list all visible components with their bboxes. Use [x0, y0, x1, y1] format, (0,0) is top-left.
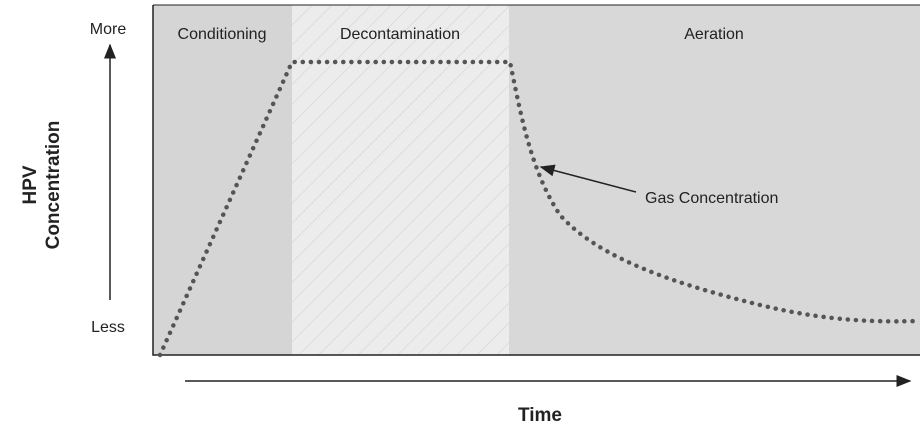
phase-aeration-bg: [509, 5, 920, 355]
y-top-label: More: [90, 21, 127, 38]
phase-label: Aeration: [684, 26, 744, 43]
phase-label: Conditioning: [178, 26, 267, 43]
x-axis-label: Time: [518, 405, 562, 426]
y-label-line: Concentration: [43, 121, 64, 250]
annotation: Gas Concentration: [645, 190, 778, 207]
phase-decontamination-bg: [292, 5, 509, 355]
plot-frame: [152, 5, 920, 356]
y-axis-label: HPV Concentration: [20, 121, 64, 250]
phase-label: Decontamination: [340, 26, 460, 43]
y-label-line: HPV: [20, 165, 41, 204]
annotation-arrow: [539, 164, 637, 193]
y-bottom-label: Less: [91, 319, 125, 336]
phase-conditioning-bg: [153, 5, 292, 355]
gas-concentration-curve: [157, 59, 920, 358]
